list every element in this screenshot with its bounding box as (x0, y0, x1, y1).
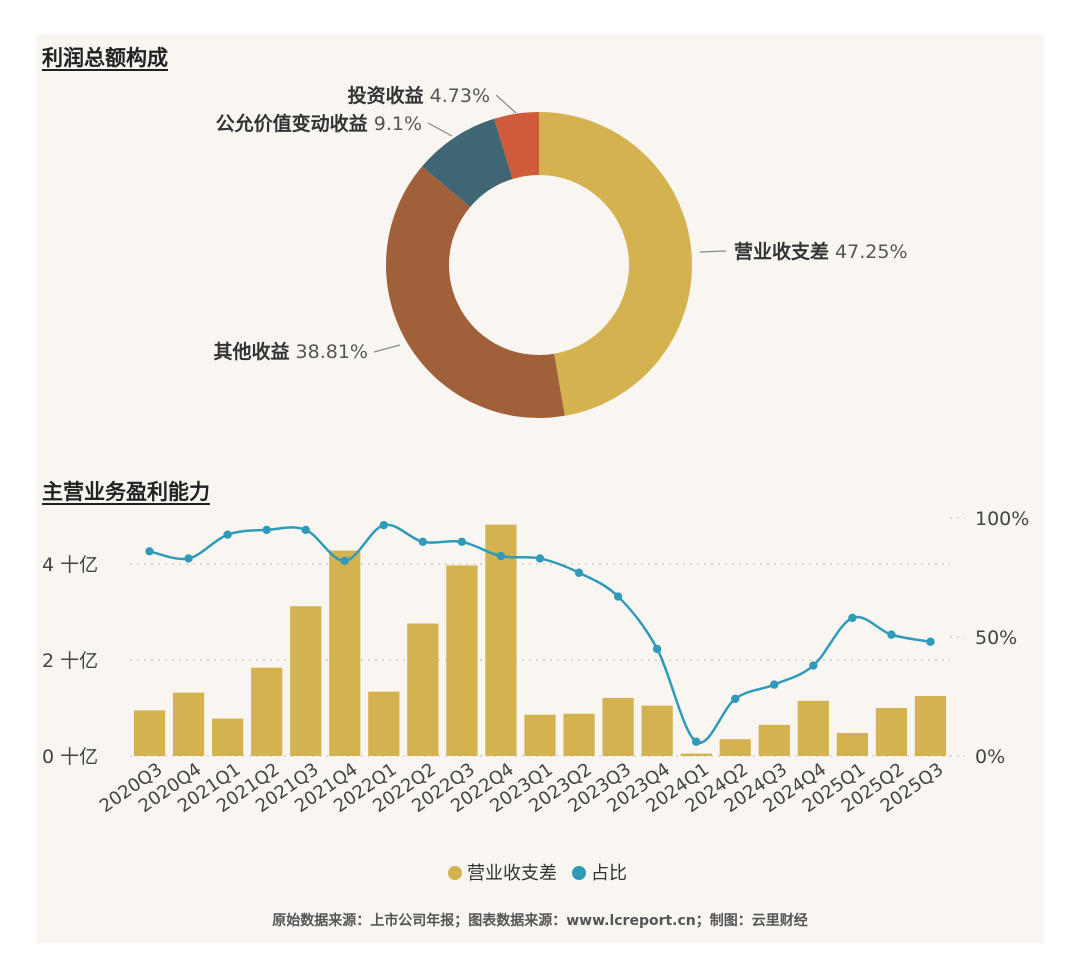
ratio-point-2021Q3 (301, 525, 310, 535)
left-axis-tick: 4 十亿 (42, 554, 98, 576)
right-axis-tick: 0% (975, 746, 1005, 768)
donut-leader-line (427, 122, 453, 137)
donut-slice (494, 112, 539, 179)
ratio-point-2022Q3 (457, 537, 467, 546)
ratio-point-2024Q2 (731, 694, 740, 704)
right-axis-tick: 100% (975, 508, 1029, 530)
donut-slice-label: 投资收益 4.73% (348, 84, 490, 107)
bar-2023Q4 (641, 705, 673, 756)
bar-2020Q4 (172, 692, 205, 756)
legend-label: 占比 (591, 863, 627, 884)
bar-2023Q1 (524, 714, 556, 756)
ratio-point-2023Q1 (535, 554, 545, 563)
ratio-point-2025Q3 (926, 637, 935, 646)
ratio-point-2025Q2 (887, 630, 896, 639)
donut-leader-line (373, 344, 401, 353)
bar-2024Q1 (680, 753, 712, 756)
bar-2022Q4 (485, 524, 517, 756)
legend-marker (448, 866, 462, 880)
bar-2021Q3 (290, 606, 322, 756)
donut-slice (386, 166, 565, 418)
donut-title: 利润总额构成 (42, 46, 168, 70)
ratio-point-2020Q3 (145, 547, 154, 556)
bar-2023Q2 (563, 713, 595, 756)
ratio-point-2025Q1 (848, 613, 857, 623)
legend-marker (572, 866, 586, 880)
ratio-point-2022Q2 (418, 537, 428, 546)
bar-2024Q2 (719, 739, 751, 756)
bar-2025Q2 (875, 708, 908, 756)
donut-slice-name: 投资收益 (348, 84, 424, 107)
bar-2023Q3 (602, 697, 634, 756)
bar-2022Q1 (368, 691, 400, 756)
bar-2024Q4 (797, 700, 829, 756)
ratio-point-2023Q2 (574, 568, 584, 577)
ratio-point-2021Q1 (223, 530, 232, 539)
combo-chart: 0 十亿2 十亿4 十亿0%50%100%2020Q32020Q42021Q12… (42, 508, 1029, 884)
bar-2025Q3 (914, 696, 947, 756)
ratio-point-2024Q1 (691, 737, 701, 746)
right-axis-tick: 50% (975, 627, 1017, 649)
ratio-point-2022Q1 (379, 520, 389, 530)
donut-slice-label: 其他收益 38.81% (213, 340, 368, 363)
combo-title: 主营业务盈利能力 (42, 480, 210, 504)
ratio-point-2024Q3 (770, 680, 779, 689)
donut-slice-name: 营业收支差 (734, 240, 829, 263)
legend-label: 营业收支差 (467, 863, 557, 884)
donut-chart: 营业收支差 47.25% 其他收益 38.81% 公允价值变动收益 9.1% 投资收益… (213, 84, 908, 418)
donut-slice (539, 111, 693, 416)
ratio-point-2024Q4 (809, 661, 818, 670)
legend: 营业收支差 占比 (448, 863, 627, 884)
donut-leader-line (495, 94, 517, 114)
ratio-point-2021Q2 (262, 525, 271, 535)
bar-2021Q1 (212, 718, 244, 756)
bar-2021Q2 (251, 667, 283, 756)
donut-slice-label: 公允价值变动收益 9.1% (216, 112, 422, 135)
donut-slice-value: 47.25% (829, 241, 908, 263)
donut-slice-value: 38.81% (290, 341, 369, 363)
left-axis-tick: 2 十亿 (42, 650, 98, 672)
bar-2022Q3 (446, 565, 478, 756)
chart-panel (36, 34, 1044, 943)
ratio-point-2023Q4 (652, 644, 662, 654)
bar-2025Q1 (836, 732, 868, 756)
ratio-point-2023Q3 (613, 592, 623, 601)
bar-2021Q4 (329, 550, 361, 756)
donut-slice-label: 营业收支差 47.25% (734, 240, 908, 263)
left-axis-tick: 0 十亿 (42, 746, 98, 768)
bar-2024Q3 (758, 724, 790, 756)
ratio-line (149, 523, 931, 745)
bar-2020Q3 (133, 710, 166, 756)
ratio-point-2020Q4 (184, 554, 193, 563)
donut-slice-name: 公允价值变动收益 (216, 112, 368, 135)
donut-slice-value: 9.1% (368, 113, 422, 135)
ratio-point-2022Q4 (496, 551, 506, 561)
donut-slice-value: 4.73% (424, 85, 490, 107)
donut-slice-name: 其他收益 (213, 340, 289, 363)
bar-2022Q2 (407, 623, 439, 756)
donut-leader-line (699, 250, 727, 253)
source-note: 原始数据来源：上市公司年报；图表数据来源：www.lcreport.cn；制图：… (272, 913, 808, 929)
ratio-point-2021Q4 (340, 556, 349, 566)
donut-slice (422, 118, 513, 207)
